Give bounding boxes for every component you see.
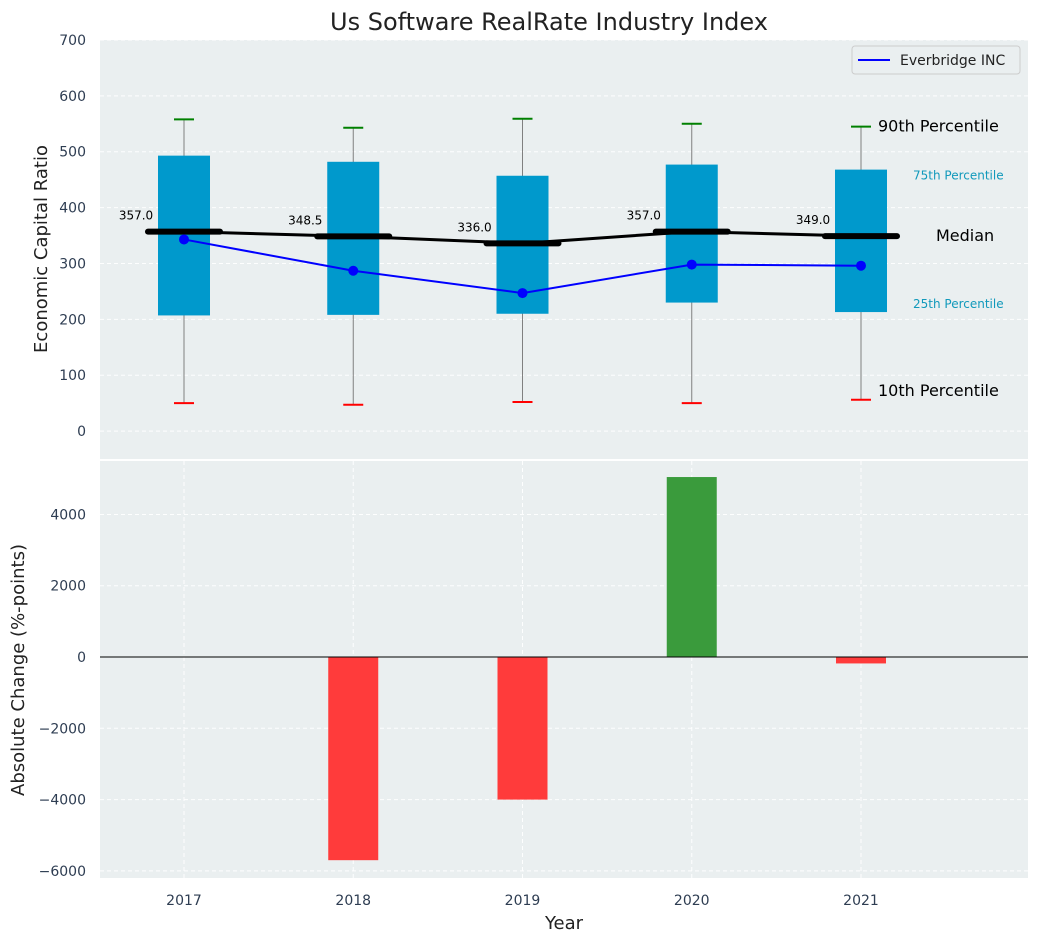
annot-p75: 75th Percentile	[913, 169, 1004, 183]
top-y-tick-label: 500	[59, 145, 86, 161]
x-tick-label: 2018	[335, 893, 371, 909]
percentile-annotations: 90th Percentile 75th Percentile Median 25th…	[878, 117, 1004, 400]
bottom-y-ticks: −6000 −4000 −2000 0 2000 4000	[39, 507, 86, 879]
series-point	[517, 288, 528, 299]
top-y-tick-label: 300	[59, 256, 86, 272]
change-bars	[328, 477, 886, 861]
bottom-y-tick-label: −2000	[39, 721, 86, 737]
bottom-y-tick-label: −6000	[39, 864, 86, 880]
top-gridlines	[100, 39, 1028, 432]
x-ticks: 2017 2018 2019 2020 2021	[166, 893, 879, 909]
bottom-y-tick-label: 0	[77, 650, 86, 666]
percentile-caps	[174, 117, 871, 406]
top-y-tick-label: 700	[59, 33, 86, 49]
change-bar-panel: −6000 −4000 −2000 0 2000 4000 2017 2018 2019 202…	[8, 461, 1028, 934]
bottom-y-axis-label: Absolute Change (%-points)	[8, 544, 29, 796]
change-bar	[328, 657, 379, 861]
change-bar	[666, 477, 717, 658]
median-value-labels: 357.0 348.5 336.0 357.0 349.0	[119, 209, 830, 235]
x-tick-label: 2017	[166, 893, 202, 909]
median-label: 349.0	[796, 213, 830, 227]
bottom-plot-area	[100, 461, 1028, 878]
x-tick-label: 2021	[843, 893, 879, 909]
x-tick-label: 2020	[674, 893, 710, 909]
annot-p90: 90th Percentile	[878, 117, 999, 136]
series-point	[686, 259, 697, 270]
legend-box	[851, 45, 1021, 75]
series-point	[856, 260, 866, 271]
series-point	[179, 234, 189, 245]
legend-label: Everbridge INC	[900, 53, 1005, 69]
bottom-y-tick-label: 4000	[50, 507, 86, 523]
series-everbridge	[179, 234, 866, 299]
median-label: 357.0	[627, 209, 661, 223]
chart-title: Us Software RealRate Industry Index	[330, 8, 768, 36]
annot-median: Median	[936, 226, 994, 245]
bottom-y-tick-label: 2000	[50, 579, 86, 595]
x-axis-label: Year	[544, 913, 584, 934]
median-label: 348.5	[288, 213, 322, 227]
legend: Everbridge INC	[851, 45, 1021, 75]
change-bar	[836, 657, 886, 664]
median-label: 357.0	[119, 209, 153, 223]
series-point	[348, 265, 359, 276]
x-tick-label: 2019	[505, 893, 541, 909]
bottom-y-tick-label: −4000	[39, 793, 86, 809]
bottom-gridlines	[100, 461, 1028, 878]
median-trend	[145, 228, 900, 247]
top-y-tick-label: 0	[77, 424, 86, 440]
top-y-tick-label: 200	[59, 312, 86, 328]
iqr-box	[835, 169, 887, 313]
top-y-tick-label: 400	[59, 201, 86, 217]
top-y-axis-label: Economic Capital Ratio	[31, 145, 52, 353]
top-y-ticks: 0 100 200 300 400 500 600 700	[59, 33, 86, 440]
annot-p10: 10th Percentile	[878, 381, 999, 400]
top-y-tick-label: 100	[59, 368, 86, 384]
top-y-tick-label: 600	[59, 89, 86, 105]
annot-p25: 25th Percentile	[913, 297, 1004, 311]
median-label: 336.0	[457, 220, 491, 234]
change-bar	[497, 657, 548, 800]
